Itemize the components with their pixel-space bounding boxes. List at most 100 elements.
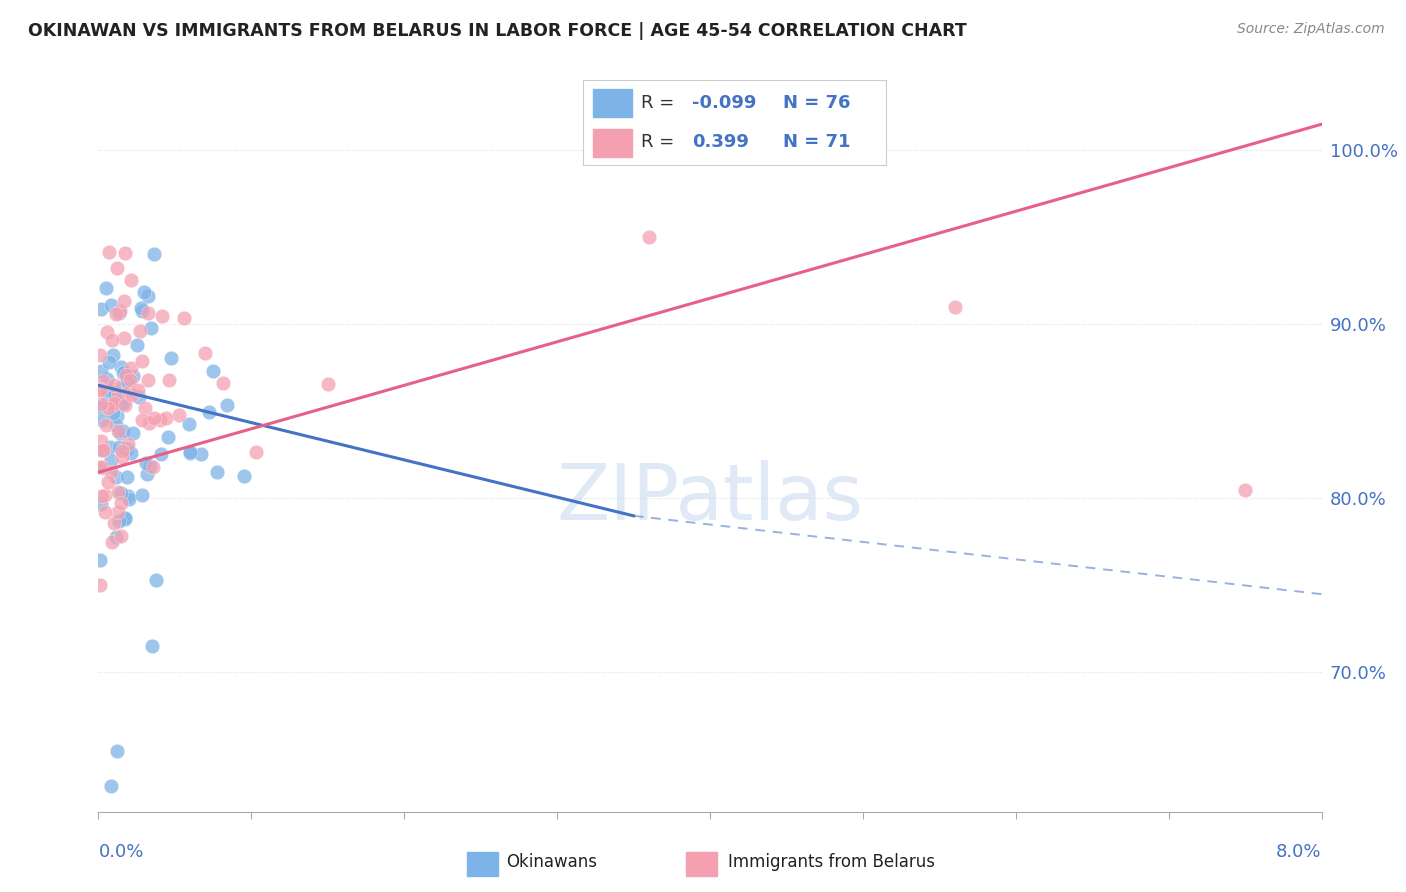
Point: [131, 488, 153, 502]
Point: [105, 260, 128, 275]
Text: Immigrants from Belarus: Immigrants from Belarus: [728, 854, 935, 871]
Point: [94, 281, 117, 295]
Bar: [467, 852, 498, 876]
Point: [173, 310, 195, 325]
Point: [114, 511, 136, 525]
Text: 8.0%: 8.0%: [1277, 843, 1322, 861]
Point: [129, 301, 152, 316]
Point: [118, 372, 141, 386]
Point: [105, 530, 128, 544]
Point: [117, 489, 139, 503]
Point: [103, 395, 125, 409]
Point: [100, 298, 122, 312]
Point: [90, 301, 112, 316]
Point: [103, 516, 125, 531]
Point: [110, 425, 132, 440]
Point: [97, 401, 120, 416]
Point: [120, 360, 142, 375]
Point: [110, 529, 132, 543]
Point: [141, 321, 163, 335]
Point: [104, 307, 127, 321]
Point: [100, 534, 122, 549]
Point: [97, 475, 120, 490]
Point: [134, 401, 156, 415]
Point: [115, 368, 138, 383]
Text: ZIPatlas: ZIPatlas: [557, 459, 863, 536]
Point: [107, 306, 129, 320]
Point: [93, 442, 115, 457]
Point: [145, 573, 167, 587]
Point: [91, 413, 114, 427]
Point: [107, 388, 129, 402]
Point: [120, 446, 142, 460]
Point: [107, 505, 129, 519]
Point: [215, 398, 238, 412]
Point: [100, 465, 122, 479]
Point: [89, 348, 111, 362]
Point: [211, 376, 233, 391]
Point: [105, 417, 128, 432]
Point: [207, 465, 229, 479]
Point: [155, 411, 177, 425]
Point: [194, 346, 217, 360]
Point: [110, 495, 132, 509]
Point: [112, 424, 135, 438]
Point: [108, 440, 131, 454]
Point: [91, 443, 114, 458]
Text: N = 71: N = 71: [783, 133, 851, 151]
Point: [316, 376, 339, 391]
Point: [131, 304, 153, 318]
Text: Okinawans: Okinawans: [506, 854, 598, 871]
Point: [118, 385, 141, 400]
Text: -0.099: -0.099: [692, 95, 756, 112]
Point: [90, 497, 112, 511]
Point: [98, 440, 121, 454]
Point: [142, 459, 165, 474]
Point: [233, 469, 256, 483]
Point: [943, 300, 966, 314]
Point: [115, 469, 138, 483]
Point: [108, 303, 131, 318]
Point: [115, 375, 138, 389]
Point: [245, 445, 267, 459]
Point: [105, 409, 128, 423]
Point: [97, 244, 120, 259]
Point: [114, 512, 136, 526]
Point: [121, 425, 143, 440]
Point: [107, 485, 129, 500]
Point: [149, 447, 172, 461]
Point: [112, 331, 135, 345]
Point: [97, 383, 120, 397]
Point: [89, 400, 111, 414]
Text: R =: R =: [641, 133, 686, 151]
Point: [111, 443, 134, 458]
Bar: [592, 128, 631, 157]
Point: [89, 383, 111, 397]
Point: [108, 394, 131, 409]
Point: [100, 453, 122, 467]
Text: 0.399: 0.399: [692, 133, 749, 151]
Point: [112, 294, 135, 309]
Point: [91, 460, 114, 475]
Point: [104, 387, 127, 401]
Point: [131, 353, 153, 368]
Point: [94, 488, 117, 502]
Point: [120, 273, 142, 287]
Point: [103, 378, 125, 392]
Point: [101, 406, 124, 420]
Point: [90, 443, 112, 458]
Point: [89, 364, 111, 378]
Point: [149, 413, 172, 427]
Point: [132, 285, 155, 299]
Point: [100, 779, 122, 793]
Point: [108, 514, 131, 528]
Point: [141, 640, 163, 654]
Point: [93, 461, 115, 475]
Point: [1234, 483, 1257, 497]
Point: [157, 373, 180, 387]
Point: [179, 445, 201, 459]
Point: [179, 446, 201, 460]
Point: [93, 374, 115, 388]
Point: [150, 309, 173, 323]
Point: [114, 245, 136, 260]
